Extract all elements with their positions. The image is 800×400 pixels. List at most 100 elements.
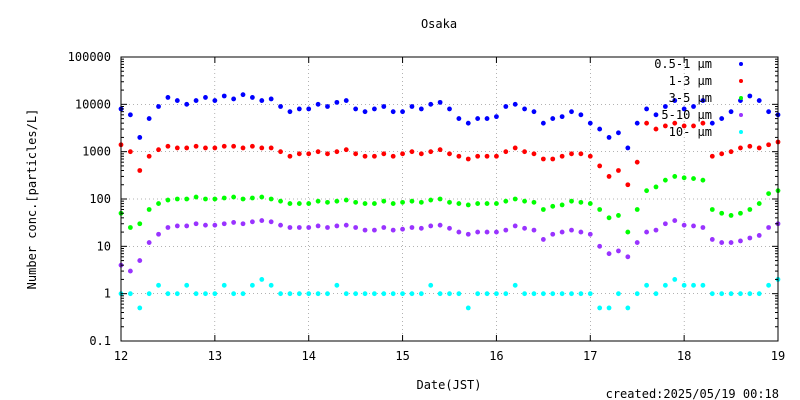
data-point <box>456 201 462 206</box>
data-point <box>156 104 161 109</box>
data-point <box>766 142 772 148</box>
data-point <box>447 225 452 231</box>
data-point <box>672 218 678 223</box>
data-point <box>587 231 593 237</box>
x-axis-label: Date(JST) <box>416 378 481 392</box>
data-point <box>418 199 424 205</box>
data-point <box>494 201 499 206</box>
data-point <box>156 147 161 153</box>
data-point <box>343 147 349 153</box>
data-point <box>418 291 424 297</box>
data-point <box>747 143 753 149</box>
data-point <box>634 120 640 126</box>
data-point <box>672 98 678 103</box>
data-point <box>691 123 696 129</box>
data-point <box>296 225 302 230</box>
data-point <box>156 231 161 237</box>
data-point <box>203 145 208 151</box>
data-point <box>306 106 312 112</box>
data-point <box>343 197 349 203</box>
data-point <box>353 225 359 230</box>
data-point <box>597 207 603 212</box>
data-point <box>165 225 171 230</box>
data-point <box>381 291 387 297</box>
data-point <box>193 291 199 297</box>
data-point <box>728 213 734 218</box>
data-point <box>719 151 725 157</box>
data-point <box>578 151 584 157</box>
data-point <box>343 98 349 103</box>
data-point <box>146 207 152 212</box>
data-point <box>738 210 743 216</box>
legend-label: 5-10 μm <box>661 108 712 122</box>
x-tick-label: 14 <box>301 349 315 363</box>
ticks: 12 13 14 15 16 17 18 19 0.1 1 10 100 1000 10000 100000 <box>68 50 786 363</box>
legend-marker <box>739 130 743 134</box>
legend-label: 3-5 μm <box>669 91 712 105</box>
data-point <box>278 198 283 204</box>
data-point <box>747 93 753 99</box>
data-point <box>203 196 208 202</box>
data-point <box>268 282 274 288</box>
data-point <box>372 227 377 233</box>
data-point <box>315 223 321 229</box>
data-point <box>165 291 171 297</box>
data-point <box>578 291 584 297</box>
data-point <box>616 248 621 254</box>
data-point <box>287 109 293 115</box>
data-point <box>287 291 293 297</box>
data-point <box>456 116 462 121</box>
data-point <box>531 291 537 297</box>
data-point <box>409 104 415 109</box>
data-point <box>240 221 246 227</box>
data-point <box>522 106 527 112</box>
data-point <box>240 145 246 151</box>
data-point <box>634 207 640 212</box>
data-point <box>578 199 584 205</box>
data-point <box>231 143 237 149</box>
data-point <box>334 149 340 155</box>
data-point <box>540 207 546 212</box>
data-point <box>540 291 546 297</box>
data-point <box>709 120 715 126</box>
data-point <box>400 199 405 205</box>
data-point <box>184 282 190 288</box>
data-point <box>653 126 659 132</box>
data-point <box>437 222 443 228</box>
data-point <box>662 104 668 109</box>
data-point <box>250 282 255 288</box>
data-point <box>766 225 772 230</box>
data-point <box>259 194 265 200</box>
data-point <box>334 99 340 105</box>
data-point <box>381 151 387 157</box>
data-point <box>278 291 283 297</box>
data-point <box>531 151 537 157</box>
data-point <box>475 201 481 206</box>
data-point <box>268 96 274 102</box>
data-point <box>559 229 565 235</box>
data-point <box>372 201 377 206</box>
legend-label: 1-3 μm <box>669 74 712 88</box>
chart-title: Osaka <box>421 17 457 31</box>
x-tick-label: 13 <box>208 349 222 363</box>
data-point <box>662 177 668 183</box>
data-point <box>559 114 565 120</box>
data-point <box>334 282 340 288</box>
data-point <box>203 222 208 228</box>
data-point <box>156 282 161 288</box>
data-point <box>728 291 734 297</box>
data-point <box>390 109 396 115</box>
data-point <box>503 198 509 204</box>
data-point <box>268 196 274 202</box>
data-point <box>484 153 490 159</box>
data-point <box>390 201 396 206</box>
legend: 0.5-1 μm 1-3 μm 3-5 μm 5-10 μm 10- μm <box>654 57 743 139</box>
data-point <box>681 106 687 112</box>
data-point <box>747 291 753 297</box>
data-point <box>428 101 434 107</box>
legend-label: 10- μm <box>669 125 712 139</box>
data-point <box>418 225 424 231</box>
data-point <box>212 291 218 297</box>
data-point <box>447 106 452 112</box>
data-point <box>212 196 218 202</box>
